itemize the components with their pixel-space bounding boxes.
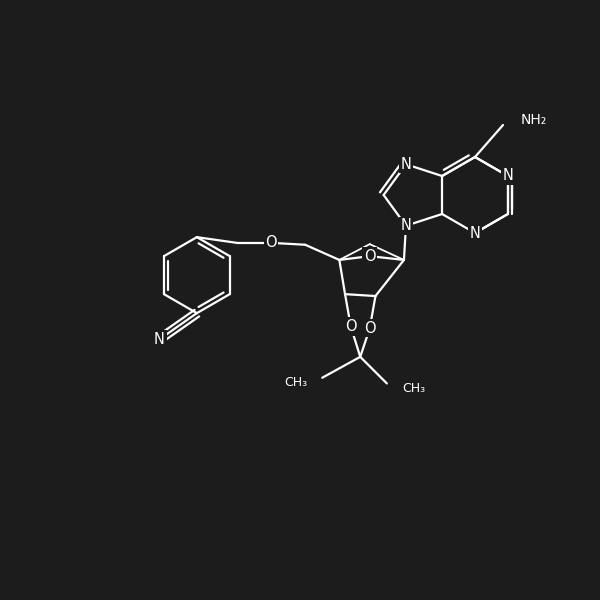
Text: N: N	[470, 226, 481, 241]
Text: CH₃: CH₃	[284, 376, 307, 389]
Text: O: O	[364, 248, 376, 263]
Text: CH₃: CH₃	[402, 382, 425, 395]
Text: N: N	[401, 218, 412, 233]
Text: NH₂: NH₂	[521, 113, 547, 127]
Text: O: O	[265, 235, 277, 250]
Text: O: O	[345, 319, 356, 334]
Text: N: N	[502, 169, 514, 184]
Text: N: N	[401, 157, 412, 172]
Text: O: O	[364, 321, 376, 336]
Text: N: N	[154, 332, 165, 347]
